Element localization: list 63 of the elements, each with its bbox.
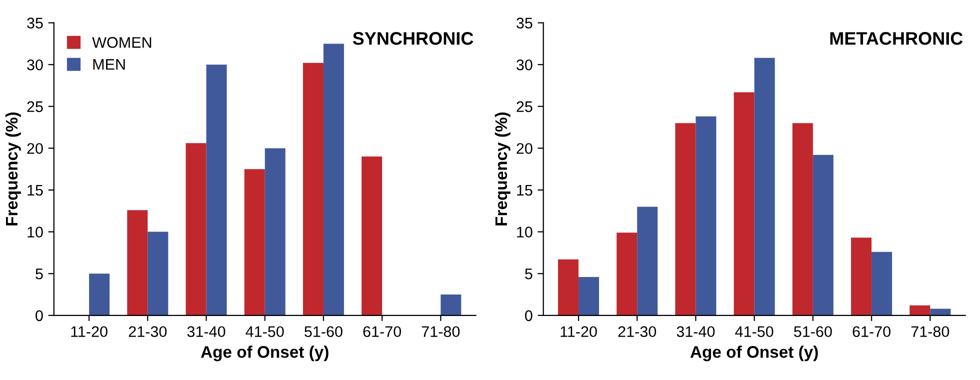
bar — [186, 143, 206, 316]
bar — [323, 44, 344, 316]
bar — [89, 274, 110, 316]
bar — [696, 116, 716, 316]
bar — [734, 92, 754, 316]
y-tick-label: 25 — [27, 101, 43, 112]
bar — [812, 154, 834, 316]
bar — [362, 156, 382, 316]
bar — [675, 123, 696, 316]
bar — [910, 305, 930, 316]
bar — [872, 252, 892, 316]
legend-label: WOMEN — [92, 37, 152, 48]
bar — [244, 169, 265, 316]
x-tick-label: 11-20 — [560, 326, 597, 338]
y-tick-label: 0 — [525, 310, 532, 322]
x-tick-label: 61-70 — [852, 326, 890, 338]
y-tick-label: 0 — [36, 310, 43, 322]
x-axis-title: Age of Onset (y) — [200, 346, 328, 362]
x-tick-label: 71-80 — [422, 326, 460, 338]
bar — [558, 259, 579, 316]
bar — [264, 148, 286, 316]
bar — [578, 276, 600, 316]
y-axis-title: Frequency (%) — [5, 112, 21, 226]
y-tick-label: 15 — [28, 185, 43, 196]
bar — [148, 232, 168, 316]
y-tick-label: 5 — [36, 268, 43, 280]
bar — [851, 238, 872, 316]
bar — [792, 123, 813, 316]
y-tick-label: 30 — [516, 59, 532, 70]
x-tick-label: 71-80 — [911, 326, 950, 338]
x-tick-label: 31-40 — [187, 326, 226, 338]
bar — [127, 210, 148, 316]
y-tick-label: 35 — [516, 18, 532, 28]
y-tick-label: 15 — [517, 185, 532, 196]
y-tick-label: 5 — [525, 268, 532, 280]
chart-title: SYNCHRONIC — [352, 32, 474, 45]
y-tick-label: 25 — [516, 101, 532, 112]
x-tick-label: 61-70 — [363, 326, 402, 338]
bar — [754, 58, 775, 316]
y-tick-label: 20 — [27, 143, 43, 154]
bar — [302, 62, 324, 316]
y-tick-label: 10 — [517, 226, 532, 238]
x-tick-label: 51-60 — [794, 326, 832, 338]
x-tick-label: 41-50 — [735, 326, 774, 338]
x-axis-title: Age of Onset (y) — [690, 346, 818, 362]
bar — [616, 232, 638, 316]
x-tick-label: 51-60 — [304, 326, 342, 338]
y-axis-title: Frequency (%) — [494, 112, 510, 226]
y-tick-label: 10 — [28, 226, 43, 238]
x-tick-label: 21-30 — [128, 326, 167, 338]
x-tick-label: 41-50 — [246, 326, 284, 338]
x-tick-label: 11-20 — [71, 326, 108, 338]
x-tick-label: 21-30 — [618, 326, 656, 338]
bar — [637, 206, 658, 316]
y-tick-label: 30 — [27, 59, 43, 70]
chart-title: METACHRONIC — [830, 32, 963, 45]
x-tick-label: 31-40 — [676, 326, 715, 338]
legend-label: MEN — [93, 59, 125, 70]
y-tick-label: 20 — [516, 143, 532, 154]
bar — [206, 64, 227, 316]
bar — [440, 294, 462, 316]
bar — [930, 308, 951, 316]
y-tick-label: 35 — [27, 18, 43, 28]
